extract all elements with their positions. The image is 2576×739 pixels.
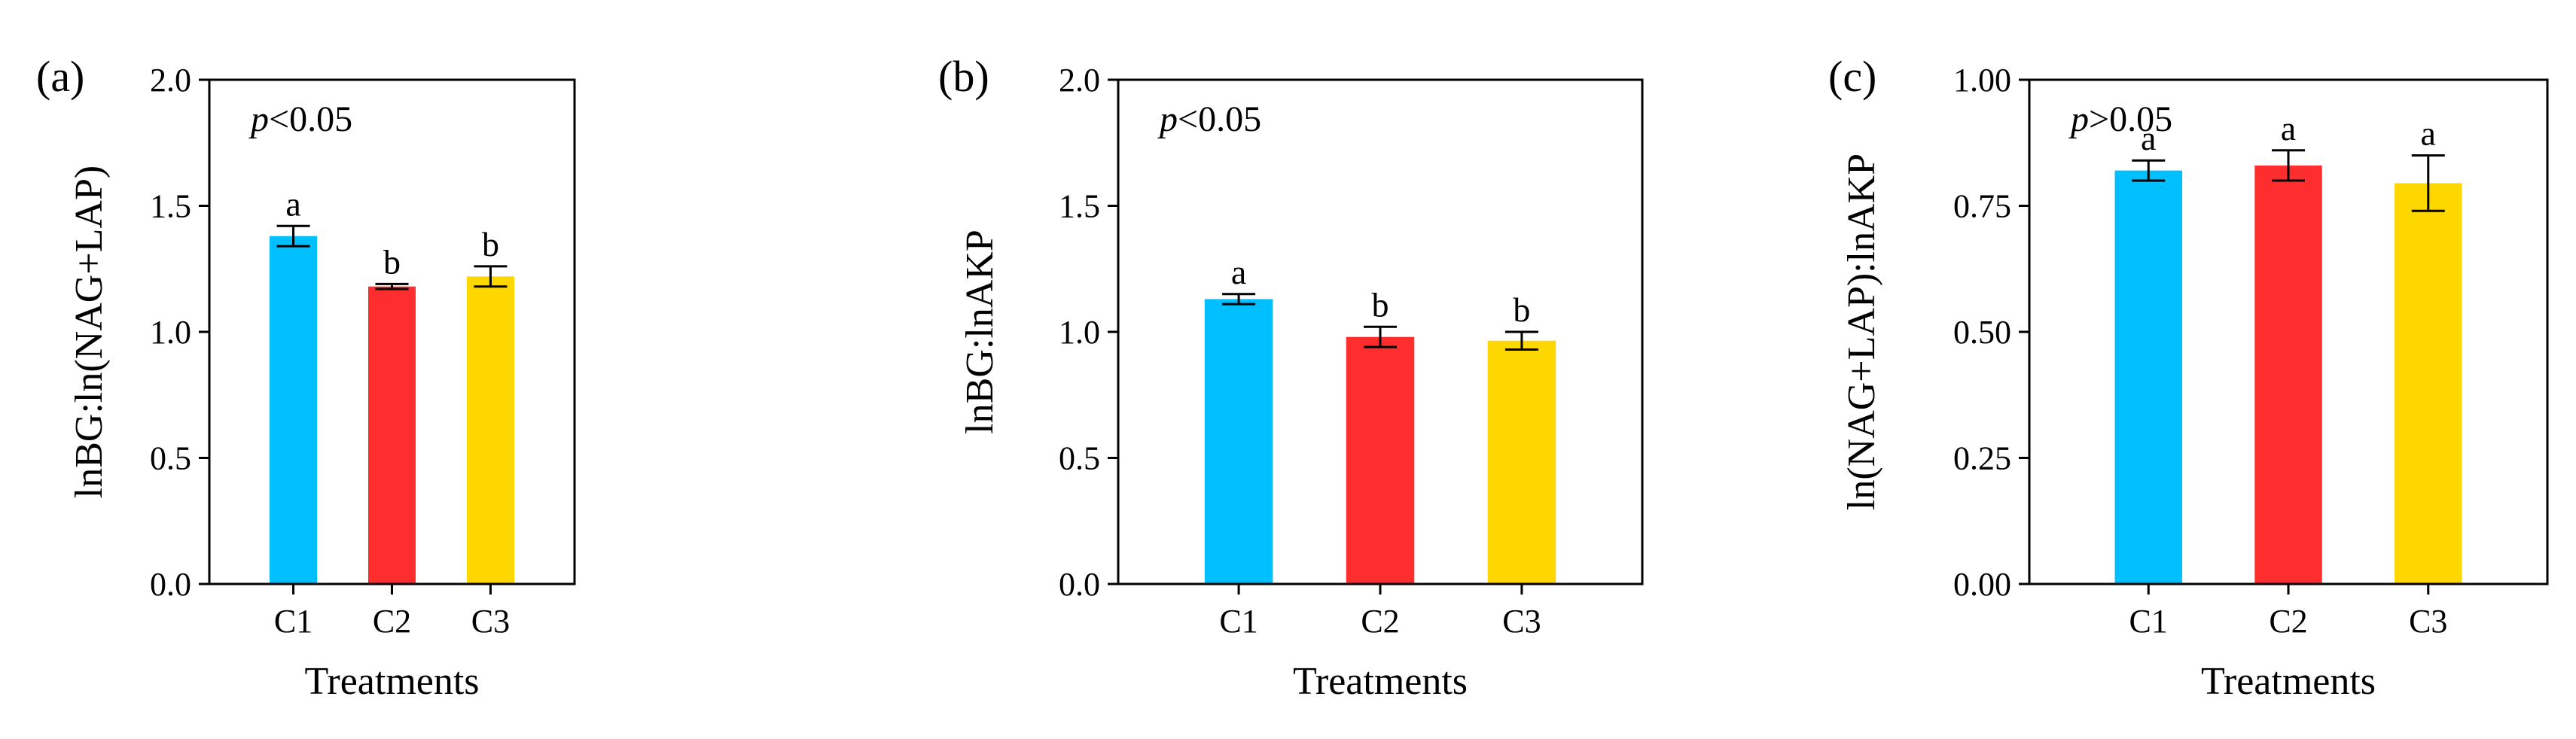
x-tick-label: C2 (2269, 603, 2307, 640)
error-bar-c2 (1364, 325, 1397, 348)
bar-c3 (466, 276, 514, 584)
p-value-annotation: p<0.05 (248, 99, 352, 139)
x-tick-label: C1 (274, 603, 312, 640)
y-tick-label: 0.00 (1953, 566, 2011, 603)
x-tick-label: C3 (1502, 603, 1541, 640)
y-tick-label: 0.5 (1059, 440, 1100, 477)
y-tick-label: 2.0 (150, 62, 191, 99)
y-tick-label: 0.75 (1953, 188, 2011, 225)
y-axis-title: lnBG:lnAKP (959, 230, 1001, 434)
y-tick-label: 0.25 (1953, 440, 2011, 477)
significance-letter: b (1513, 290, 1530, 329)
significance-letter: a (285, 184, 300, 223)
x-axis-title: Treatments (2201, 660, 2376, 703)
y-tick-label: 0.0 (1059, 566, 1100, 603)
x-tick-label: C1 (1219, 603, 1258, 640)
x-axis-title: Treatments (304, 660, 479, 703)
y-tick-label: 1.0 (1059, 314, 1100, 351)
error-bar-c3 (474, 265, 508, 288)
p-threshold: >0.05 (2089, 99, 2172, 139)
error-bar-c3 (1504, 330, 1538, 351)
p-value-annotation: p<0.05 (1157, 99, 1261, 139)
bar-c1 (1204, 299, 1273, 584)
x-axis-title: Treatments (1293, 660, 1468, 703)
y-axis-title: ln(NAG+LAP):lnAKP (1840, 154, 1883, 510)
p-threshold: <0.05 (269, 99, 352, 139)
p-threshold: <0.05 (1178, 99, 1261, 139)
x-tick-label: C3 (471, 603, 510, 640)
x-tick-label: C2 (1361, 603, 1399, 640)
y-tick-label: 0.5 (150, 440, 191, 477)
bar-c2 (367, 286, 416, 584)
bar-c1 (270, 236, 318, 584)
panel-c: (c) a C1 a C2 a C3 0.00 0.25 0.50 0.75 1.00 Treatmen… (1828, 52, 2549, 703)
panel-label: (b) (938, 52, 989, 101)
x-tick-label: C2 (373, 603, 411, 640)
y-tick-label: 1.0 (150, 314, 191, 351)
significance-letter: b (1372, 285, 1389, 324)
panel-label: (a) (36, 52, 84, 101)
error-bar-c2 (2272, 149, 2305, 182)
bar-c3 (2395, 183, 2462, 585)
y-tick-label: 0.50 (1953, 314, 2011, 351)
y-tick-label: 0.0 (150, 566, 191, 603)
error-bar-c1 (276, 224, 310, 248)
y-tick-label: 1.00 (1953, 62, 2011, 99)
p-symbol: p (1157, 99, 1178, 139)
y-tick-label: 1.5 (1059, 188, 1100, 225)
y-tick-label: 1.5 (150, 188, 191, 225)
significance-letter: a (2421, 114, 2436, 153)
panel-label: (c) (1828, 52, 1876, 101)
error-bar-c2 (375, 282, 409, 290)
significance-letter: a (2281, 109, 2296, 147)
bar-c1 (2114, 170, 2182, 585)
panel-a: (a) a C1 b C2 b C3 0.0 0.5 1.0 1.5 2.0 Treatments lnB… (36, 52, 576, 703)
error-bar-c1 (1222, 293, 1256, 306)
significance-letter: b (482, 225, 499, 263)
bar-c3 (1487, 340, 1556, 584)
x-tick-label: C3 (2409, 603, 2447, 640)
p-symbol: p (248, 99, 269, 139)
p-value-annotation: p>0.05 (2068, 99, 2172, 139)
panel-b: (b) a C1 b C2 b C3 0.0 0.5 1.0 1.5 2.0 Treatments lnB… (938, 52, 1644, 703)
p-symbol: p (2068, 99, 2089, 139)
error-bar-c3 (2411, 154, 2445, 212)
y-axis-title: lnBG:ln(NAG+LAP) (68, 166, 111, 498)
y-tick-label: 2.0 (1059, 62, 1100, 99)
bar-c2 (2254, 165, 2322, 584)
error-bar-c1 (2132, 159, 2166, 182)
significance-letter: a (2141, 119, 2156, 157)
x-tick-label: C1 (2129, 603, 2168, 640)
significance-letter: b (383, 242, 401, 281)
significance-letter: a (1231, 253, 1246, 291)
bar-c2 (1346, 336, 1415, 584)
